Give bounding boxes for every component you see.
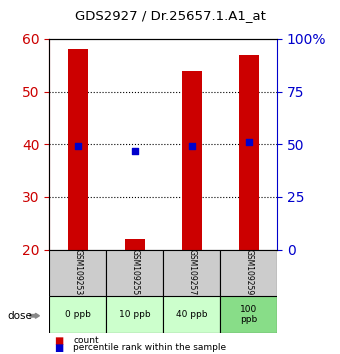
Bar: [182, 70, 202, 250]
Point: [75, 143, 81, 149]
Text: 10 ppb: 10 ppb: [119, 310, 151, 319]
Text: ■: ■: [54, 343, 64, 353]
Bar: [106, 250, 163, 296]
Point: [246, 139, 251, 145]
Bar: [106, 296, 163, 333]
Text: GSM109257: GSM109257: [187, 250, 196, 296]
Text: 100
ppb: 100 ppb: [240, 305, 257, 324]
Text: dose: dose: [7, 311, 32, 321]
Text: GDS2927 / Dr.25657.1.A1_at: GDS2927 / Dr.25657.1.A1_at: [74, 9, 266, 22]
Bar: [239, 55, 259, 250]
Text: 40 ppb: 40 ppb: [176, 310, 207, 319]
Bar: [220, 250, 277, 296]
Bar: [49, 250, 106, 296]
Point: [132, 148, 137, 153]
Text: ■: ■: [54, 336, 64, 346]
Text: GSM109259: GSM109259: [244, 250, 253, 296]
Text: count: count: [73, 336, 99, 345]
Bar: [68, 50, 88, 250]
Text: GSM109253: GSM109253: [73, 250, 82, 296]
Text: GSM109255: GSM109255: [130, 250, 139, 296]
Bar: [220, 296, 277, 333]
Bar: [163, 250, 220, 296]
Bar: [49, 296, 106, 333]
Bar: [163, 296, 220, 333]
Point: [189, 143, 194, 149]
Text: 0 ppb: 0 ppb: [65, 310, 91, 319]
Text: percentile rank within the sample: percentile rank within the sample: [73, 343, 226, 352]
Bar: [125, 239, 145, 250]
